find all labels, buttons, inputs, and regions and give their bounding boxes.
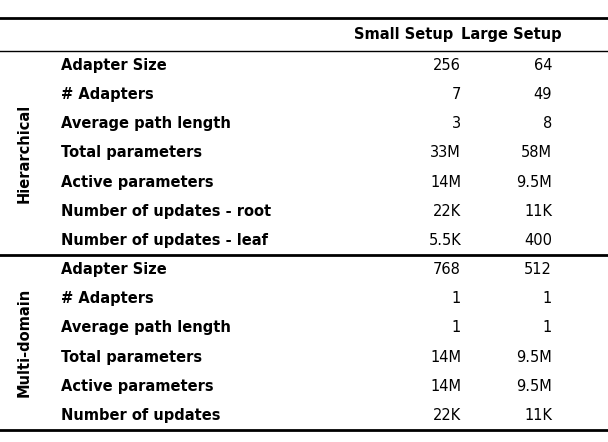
Text: 256: 256 [434,58,461,73]
Text: 768: 768 [434,262,461,277]
Text: 14M: 14M [430,379,461,394]
Text: 1: 1 [452,291,461,306]
Text: 22K: 22K [433,204,461,219]
Text: 1: 1 [543,291,552,306]
Text: # Adapters: # Adapters [61,87,154,102]
Text: Number of updates - leaf: Number of updates - leaf [61,233,268,248]
Text: 5.5K: 5.5K [429,233,461,248]
Text: 22K: 22K [433,408,461,423]
Text: 1: 1 [543,320,552,335]
Text: 400: 400 [524,233,552,248]
Text: Number of updates - root: Number of updates - root [61,204,271,219]
Text: Active parameters: Active parameters [61,379,213,394]
Text: Multi-domain: Multi-domain [17,288,32,397]
Text: Average path length: Average path length [61,116,230,131]
Text: 9.5M: 9.5M [516,175,552,190]
Text: 14M: 14M [430,350,461,365]
Text: 3: 3 [452,116,461,131]
Text: 7: 7 [452,87,461,102]
Text: Active parameters: Active parameters [61,175,213,190]
Text: 33M: 33M [430,145,461,160]
Text: Adapter Size: Adapter Size [61,262,167,277]
Text: Total parameters: Total parameters [61,350,202,365]
Text: 49: 49 [534,87,552,102]
Text: 14M: 14M [430,175,461,190]
Text: 64: 64 [534,58,552,73]
Text: 58M: 58M [521,145,552,160]
Text: Large Setup: Large Setup [461,27,562,42]
Text: # Adapters: # Adapters [61,291,154,306]
Text: Number of updates: Number of updates [61,408,220,423]
Text: 11K: 11K [524,408,552,423]
Text: 8: 8 [543,116,552,131]
Text: Small Setup: Small Setup [354,27,453,42]
Text: 512: 512 [524,262,552,277]
Text: Average path length: Average path length [61,320,230,335]
Text: 9.5M: 9.5M [516,379,552,394]
Text: Total parameters: Total parameters [61,145,202,160]
Text: Hierarchical: Hierarchical [17,103,32,202]
Text: 1: 1 [452,320,461,335]
Text: 11K: 11K [524,204,552,219]
Text: Adapter Size: Adapter Size [61,58,167,73]
Text: 9.5M: 9.5M [516,350,552,365]
